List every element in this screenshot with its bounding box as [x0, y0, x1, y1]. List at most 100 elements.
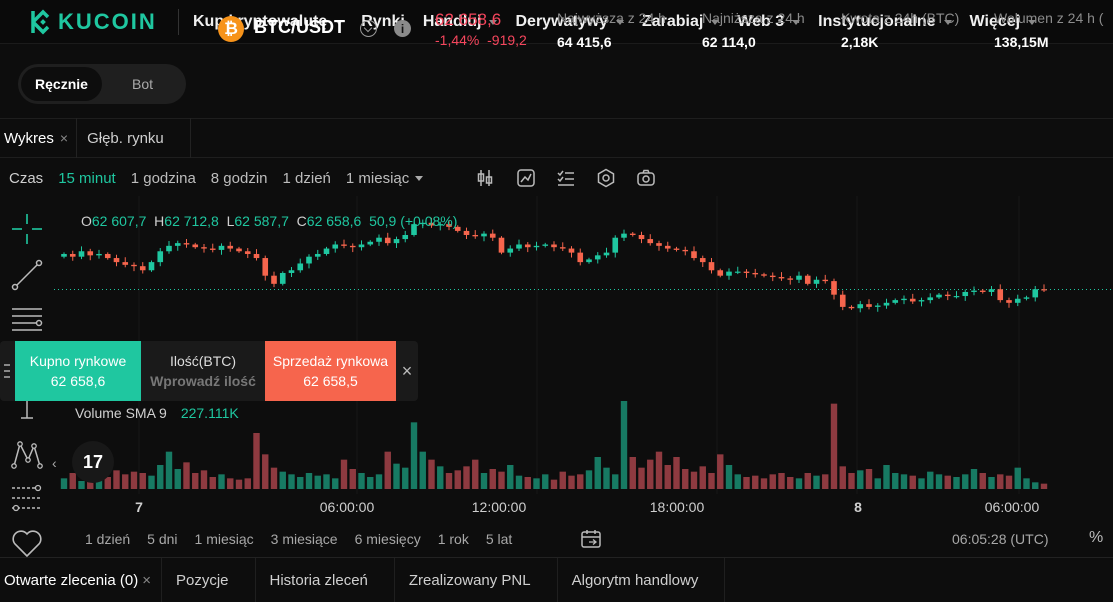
volume-bar [594, 457, 601, 489]
range-option[interactable]: 1 rok [437, 531, 469, 547]
nav-item[interactable]: Zarabiaj [642, 13, 720, 31]
percent-scale-toggle[interactable]: % [1089, 529, 1104, 546]
volume-bar [480, 473, 488, 489]
indicators-icon[interactable] [516, 168, 536, 188]
candle-body [209, 248, 216, 250]
trading-pair[interactable]: BTC/USDT [254, 17, 345, 37]
close-icon[interactable]: × [59, 130, 69, 146]
x-axis-tick-label: 7 [135, 499, 143, 515]
candle-body [682, 249, 689, 252]
interval-15m[interactable]: 15 minut [58, 169, 116, 187]
tab-depth[interactable]: Głęb. rynku [77, 118, 191, 158]
camera-icon[interactable] [636, 168, 656, 188]
candle-body [708, 262, 715, 271]
candle-body [796, 275, 802, 280]
high-key: H [154, 213, 165, 229]
info-icon[interactable]: i [394, 20, 411, 37]
drag-handle-icon[interactable] [0, 341, 14, 401]
volume-bar [78, 481, 85, 489]
bot-mode-button[interactable]: Bot [131, 76, 153, 92]
bottom-tab-label: Historia zleceń [269, 571, 368, 589]
bottom-tab[interactable]: Otwarte zlecenia (0) × [0, 558, 162, 602]
quantity-input[interactable]: Ilość(BTC) Wprowadź ilość [141, 341, 265, 401]
calendar-icon[interactable] [580, 528, 602, 550]
close-icon[interactable]: × [401, 360, 413, 381]
nav-item[interactable]: Instytucjonalne [818, 13, 952, 31]
candle-body [113, 258, 120, 263]
chevron-down-icon [1028, 20, 1037, 25]
volume-bar [883, 465, 890, 489]
range-option[interactable]: 5 dni [147, 531, 178, 547]
volume-bar [463, 466, 470, 489]
change-percent: -1,44% [435, 32, 480, 48]
range-option[interactable]: 3 miesiące [270, 531, 338, 547]
nav-item[interactable]: Web 3 [737, 13, 801, 31]
range-option[interactable]: 5 lat [485, 531, 513, 547]
candle-body [498, 237, 505, 253]
range-option[interactable]: 6 miesięcy [354, 531, 421, 547]
bottom-tab[interactable]: Pozycje [162, 558, 256, 602]
candle-body [166, 245, 172, 252]
candle-body [96, 253, 102, 256]
vertical-line-icon[interactable] [10, 396, 44, 430]
volume-bar [988, 477, 995, 489]
candle-body [262, 258, 269, 276]
bottom-tab[interactable]: Zrealizowany PNL [395, 558, 558, 602]
close-icon[interactable]: × [142, 571, 151, 589]
candle-body [944, 294, 951, 297]
bottom-tab[interactable]: Algorytm handlowy [558, 558, 726, 602]
candle-body [577, 252, 584, 263]
chevron-down-icon [615, 20, 624, 25]
fib-retracement-icon[interactable] [10, 482, 44, 516]
market-buy-button[interactable]: Kupno rynkowe 62 658,6 [15, 341, 141, 401]
interval-8h[interactable]: 8 godzin [210, 169, 268, 187]
nav-item[interactable]: Derywatywy [515, 13, 624, 31]
candle-body [87, 251, 94, 256]
favorite-heart-icon[interactable] [10, 526, 44, 560]
interval-1m[interactable]: 1 miesiąc [346, 170, 424, 187]
tab-chart[interactable]: Wykres × [0, 118, 78, 158]
volume-bar [804, 473, 811, 489]
volume-bar [935, 474, 943, 489]
candle-body [446, 224, 452, 227]
tradingview-logo[interactable]: 17 [72, 441, 114, 483]
stat-value: 62 114,0 [702, 34, 756, 50]
candle-body [411, 224, 417, 235]
interval-1h[interactable]: 1 godzina [130, 169, 196, 187]
manual-mode-button[interactable]: Ręcznie [21, 67, 102, 101]
market-sell-button[interactable]: Sprzedaż rynkowa 62 658,5 [265, 341, 396, 401]
pattern-icon[interactable] [10, 438, 44, 472]
chevron-down-icon [335, 20, 344, 25]
horizontal-lines-icon[interactable] [10, 302, 44, 336]
chevron-left-icon[interactable]: ‹ [52, 455, 57, 471]
volume-bar [848, 473, 855, 489]
crosshair-icon[interactable] [10, 212, 44, 246]
stat-label: Najwyższa z 24 h [557, 10, 666, 26]
candle-body [61, 253, 67, 257]
range-option[interactable]: 1 dzień [85, 531, 131, 547]
nav-item[interactable]: Więcej [970, 13, 1037, 31]
volume-bar [349, 469, 356, 489]
volume-value: 227.111K [180, 405, 239, 421]
candle-body [892, 300, 899, 303]
candle-body [953, 296, 960, 298]
price-chart[interactable]: 7 06:00:00 12:00:00 18:00:00 8 06:00:00 [54, 196, 1113, 520]
checklist-icon[interactable] [556, 168, 576, 188]
volume-bar [445, 473, 453, 489]
candle-body [437, 224, 444, 226]
pair-dropdown-icon[interactable] [360, 20, 377, 37]
interval-1d[interactable]: 1 dzień [282, 169, 331, 187]
range-option[interactable]: 1 miesiąc [194, 531, 254, 547]
nav-item[interactable]: Handluj [423, 13, 498, 31]
candle-body [78, 251, 85, 257]
volume-bar [305, 473, 313, 489]
utc-clock[interactable]: 06:05:28 (UTC) [952, 531, 1049, 547]
bottom-tab[interactable]: Historia zleceń [256, 558, 395, 602]
volume-bar [795, 478, 803, 489]
settings-icon[interactable] [596, 168, 616, 188]
volume-bar [332, 478, 339, 489]
candle-type-icon[interactable] [475, 168, 495, 188]
trend-line-icon[interactable] [10, 258, 44, 292]
kucoin-logo[interactable]: KUCOIN [24, 7, 174, 37]
volume-bar [515, 475, 523, 489]
